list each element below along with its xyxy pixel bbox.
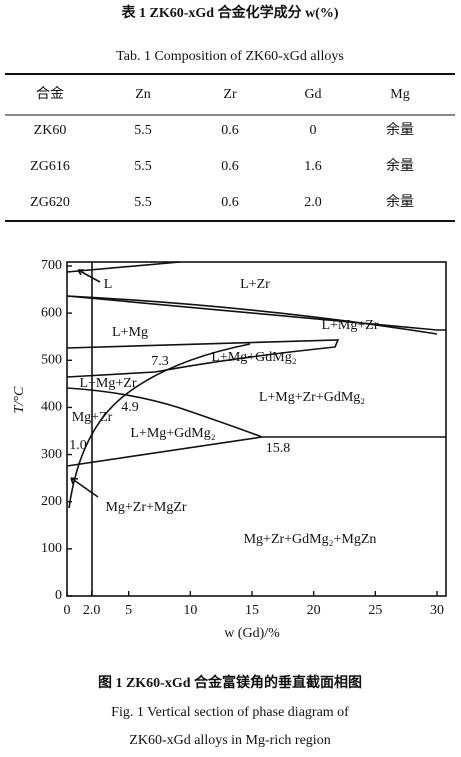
region-label: 4.9 <box>121 400 139 415</box>
header-cell: 合金 <box>36 86 64 102</box>
region-label: 7.3 <box>151 354 169 369</box>
arrow <box>70 477 99 498</box>
caption-en: ZK60-xGd alloys in Mg-rich region <box>129 733 330 748</box>
region-label: L <box>104 277 113 292</box>
cell: ZG620 <box>30 195 70 210</box>
y-tick-label: 200 <box>41 494 62 509</box>
cell: 0.6 <box>221 195 239 210</box>
cell: 0.6 <box>221 123 239 138</box>
boundary <box>66 436 263 467</box>
cell: 余量 <box>386 193 414 210</box>
region-label: L+Mg+Zr+GdMg₂ <box>259 390 365 405</box>
header-cell: Zn <box>135 87 151 102</box>
phase-boundaries <box>66 261 446 596</box>
cell: 5.5 <box>134 159 152 174</box>
region-label: Mg+Zr+GdMg₂+MgZn <box>244 532 377 547</box>
region-label: L+Mg+GdMg₂ <box>130 426 215 441</box>
y-tick-label: 600 <box>41 305 62 320</box>
boundary <box>66 339 340 378</box>
cell: ZK60 <box>34 123 67 138</box>
x-tick-label: 30 <box>430 603 444 618</box>
region-label: L+Mg+Zr <box>321 318 378 333</box>
region-label: 1.0 <box>69 438 87 453</box>
region-label: Mg+Zr+MgZr <box>105 500 186 515</box>
cell: 余量 <box>386 157 414 174</box>
cell: ZG616 <box>30 159 70 174</box>
x-tick-label: 25 <box>368 603 382 618</box>
y-axis-label: T/°C <box>12 386 27 413</box>
region-label: L+Zr <box>240 277 270 292</box>
table-title-cn: 表 1 ZK60-xGd 合金化学成分 w(%) <box>121 4 339 21</box>
x-tick-label: 15 <box>245 603 259 618</box>
region-label: 15.8 <box>266 441 291 456</box>
cell: 1.6 <box>304 159 322 174</box>
caption-cn: 图 1 ZK60-xGd 合金富镁角的垂直截面相图 <box>98 674 362 691</box>
cell: 5.5 <box>134 123 152 138</box>
cell: 0.6 <box>221 159 239 174</box>
x-tick-label: 20 <box>307 603 321 618</box>
caption-en: Fig. 1 Vertical section of phase diagram… <box>111 705 349 720</box>
cell: 2.0 <box>304 195 322 210</box>
boundary <box>66 295 438 335</box>
x-tick-label: 10 <box>183 603 197 618</box>
x-tick-label: 0 <box>64 603 71 618</box>
header-cell: Zr <box>223 87 237 102</box>
header-cell: Mg <box>390 87 409 102</box>
boundary <box>66 261 181 273</box>
region-label: L+Mg+GdMg₂ <box>211 350 296 365</box>
x-tick-label: 2.0 <box>83 603 101 618</box>
y-tick-label: 100 <box>41 541 62 556</box>
cell: 余量 <box>386 121 414 138</box>
region-label: L+Mg+Zr <box>79 376 136 391</box>
y-tick-label: 500 <box>41 353 62 368</box>
boundary <box>68 343 251 509</box>
y-tick-label: 400 <box>41 400 62 415</box>
arrow <box>77 269 101 283</box>
header-cell: Gd <box>304 87 321 102</box>
y-tick-label: 700 <box>41 258 62 273</box>
plot-frame <box>66 261 447 597</box>
y-tick-label: 300 <box>41 447 62 462</box>
x-tick-label: 5 <box>125 603 132 618</box>
boundary <box>66 295 446 331</box>
cell: 5.5 <box>134 195 152 210</box>
x-axis-label: w (Gd)/% <box>224 626 280 641</box>
boundary <box>66 387 446 438</box>
y-tick-label: 0 <box>55 588 62 603</box>
region-label: Mg+Zr <box>72 410 113 425</box>
table: 合金 Zn Zr Gd Mg ZK60 5.5 0.6 0 余量 ZG616 5.5 0.6 1.6 余量 Z… <box>30 86 414 210</box>
cell: 0 <box>310 123 317 138</box>
region-label: L+Mg <box>112 325 148 340</box>
table-title-en: Tab. 1 Composition of ZK60-xGd alloys <box>116 49 344 64</box>
